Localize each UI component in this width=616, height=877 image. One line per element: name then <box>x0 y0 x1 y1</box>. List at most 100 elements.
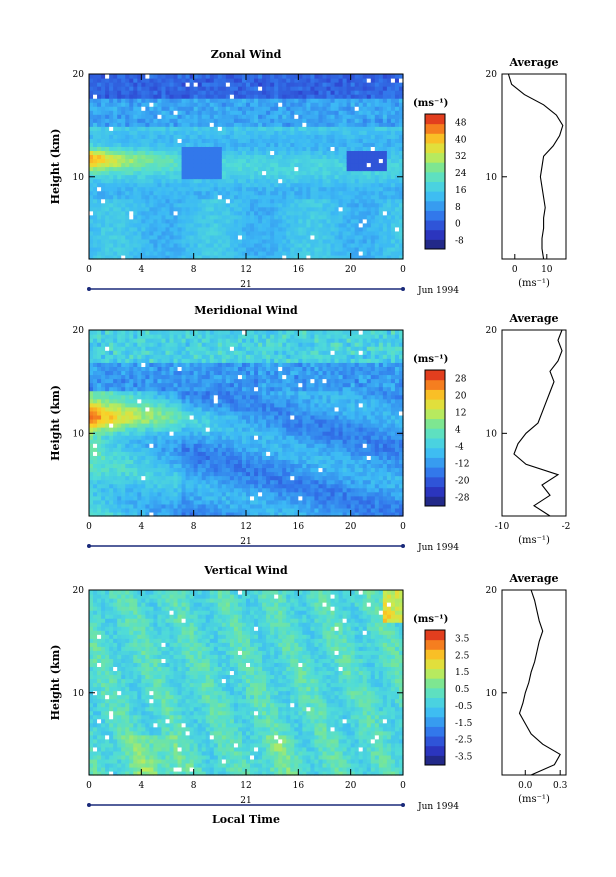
heat-cell <box>222 187 227 192</box>
heat-cell <box>222 74 227 79</box>
heat-cell <box>254 215 259 220</box>
heat-cell <box>149 118 154 123</box>
heat-cell <box>165 496 170 501</box>
heat-cell <box>262 199 267 204</box>
heat-cell <box>117 134 122 139</box>
heat-cell <box>391 110 396 115</box>
heat-cell <box>383 247 388 252</box>
heat-cell <box>298 211 303 216</box>
heat-cell <box>165 504 170 509</box>
heat-cell <box>190 231 195 236</box>
heat-cell <box>266 219 271 224</box>
heat-cell <box>250 106 255 111</box>
heat-cell <box>165 191 170 196</box>
heat-cell <box>206 247 211 252</box>
heat-cell <box>246 207 251 212</box>
heat-cell <box>230 86 235 91</box>
heat-cell <box>97 383 102 388</box>
heat-cell <box>93 484 98 489</box>
heat-cell <box>310 130 315 135</box>
heat-cell <box>238 98 243 103</box>
heat-cell <box>178 167 183 172</box>
heat-cell <box>226 86 231 91</box>
heat-cell <box>238 130 243 135</box>
heat-cell <box>318 167 323 172</box>
heat-cell <box>351 167 356 172</box>
heat-cell <box>121 130 126 135</box>
heat-cell <box>246 158 251 163</box>
heat-cell <box>290 247 295 252</box>
heat-cell <box>178 374 183 379</box>
heat-cell <box>157 476 162 481</box>
heat-cell <box>161 447 166 452</box>
heat-cell <box>371 247 376 252</box>
heat-cell <box>161 463 166 468</box>
heat-cell <box>133 167 138 172</box>
heat-cell <box>121 362 126 367</box>
heat-cell <box>178 334 183 339</box>
heat-cell <box>294 158 299 163</box>
heat-cell <box>161 138 166 143</box>
heat-cell <box>101 146 106 151</box>
heat-cell <box>262 235 267 240</box>
heat-cell <box>125 330 130 335</box>
heat-cell <box>327 211 332 216</box>
heat-cell <box>182 330 187 335</box>
heat-cell <box>121 247 126 252</box>
heat-cell <box>174 94 179 99</box>
heat-cell <box>165 508 170 513</box>
heat-cell <box>335 150 340 155</box>
heat-cell <box>246 94 251 99</box>
heat-cell <box>351 118 356 123</box>
heat-cell <box>161 500 166 505</box>
heat-cell <box>117 435 122 440</box>
heat-cell <box>250 191 255 196</box>
heat-cell <box>174 239 179 244</box>
heat-cell <box>133 463 138 468</box>
heat-cell <box>391 126 396 131</box>
heat-cell <box>359 215 364 220</box>
heat-cell <box>190 439 195 444</box>
heat-cell <box>182 118 187 123</box>
heat-cell <box>186 500 191 505</box>
heat-cell <box>178 130 183 135</box>
heat-cell <box>182 354 187 359</box>
heat-cell <box>278 215 283 220</box>
heat-cell <box>246 114 251 119</box>
heat-cell <box>298 126 303 131</box>
heat-cell <box>133 423 138 428</box>
heat-cell <box>270 203 275 208</box>
heat-cell <box>286 158 291 163</box>
heat-cell <box>379 82 384 87</box>
heat-cell <box>335 102 340 107</box>
heat-cell <box>367 179 372 184</box>
heat-cell <box>351 243 356 248</box>
heat-cell <box>238 162 243 167</box>
heat-cell <box>149 219 154 224</box>
heat-cell <box>153 358 158 363</box>
heat-cell <box>290 162 295 167</box>
heat-cell <box>250 243 255 248</box>
heat-cell <box>133 354 138 359</box>
heat-cell <box>331 158 336 163</box>
heat-cell <box>322 106 327 111</box>
heat-cell <box>174 447 179 452</box>
heat-cell <box>157 358 162 363</box>
heat-cell <box>274 219 279 224</box>
heat-cell <box>141 138 146 143</box>
heat-cell <box>93 162 98 167</box>
heat-cell <box>129 467 134 472</box>
heat-cell <box>222 82 227 87</box>
heat-cell <box>121 366 126 371</box>
heat-cell <box>113 86 118 91</box>
heat-cell <box>254 158 259 163</box>
heat-cell <box>133 86 138 91</box>
heat-cell <box>101 467 106 472</box>
heat-cell <box>161 480 166 485</box>
heat-cell <box>153 211 158 216</box>
heat-cell <box>282 235 287 240</box>
heat-cell <box>387 122 392 127</box>
heat-cell <box>230 251 235 256</box>
heat-cell <box>347 247 352 252</box>
heat-cell <box>129 167 134 172</box>
